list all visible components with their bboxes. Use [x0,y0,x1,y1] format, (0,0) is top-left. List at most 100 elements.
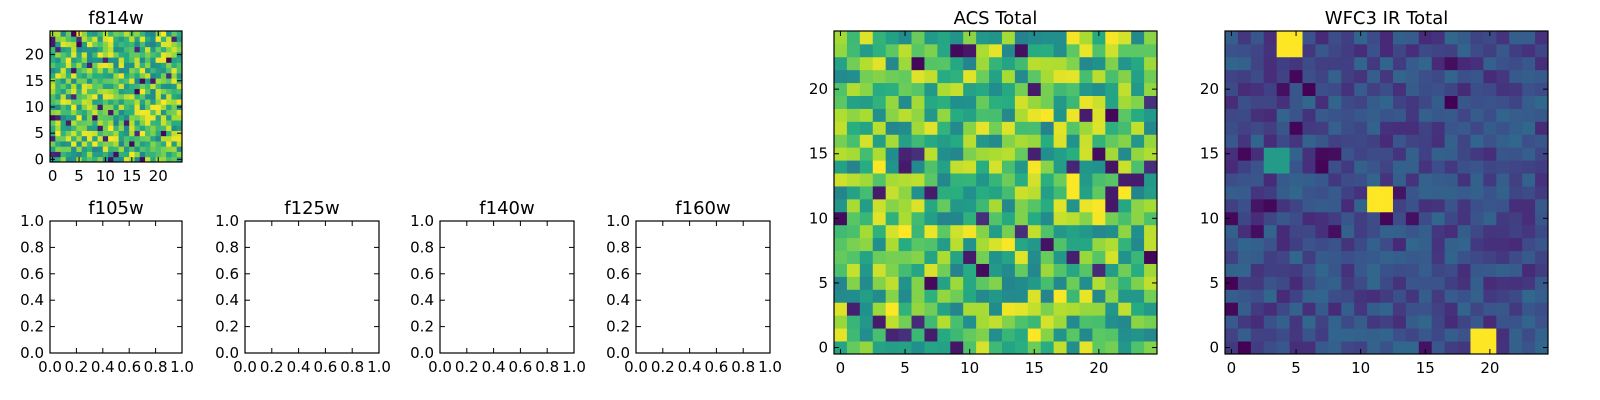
heatmap-cell [1131,160,1145,174]
heatmap-cell [102,151,109,158]
heatmap-cell [1392,302,1407,316]
heatmap-cell [950,121,964,135]
heatmap-cell [60,104,67,110]
heatmap-cell [898,147,912,161]
heatmap-cell [989,121,1003,135]
heatmap-cell [1276,95,1290,109]
heatmap-cell [55,141,61,147]
heatmap-cell [885,108,899,122]
heatmap-cell [139,151,146,158]
heatmap-cell [86,93,93,100]
heatmap-cell [1066,134,1080,148]
heatmap-cell [1418,341,1433,355]
heatmap-cell [1392,69,1407,84]
heatmap-cell [1289,211,1303,226]
heatmap-cell [1237,224,1252,239]
heatmap-cell [92,109,98,116]
heatmap-cell [176,46,183,53]
heatmap-cell [81,156,88,163]
heatmap-cell [108,156,114,163]
heatmap-cell [1066,173,1080,187]
heatmap-cell [911,328,925,342]
heatmap-cell [885,121,899,135]
heatmap-cell [1483,69,1497,84]
heatmap-cell [1289,121,1303,135]
heatmap-cell [963,302,977,316]
x-tick-label: 0.0 [38,358,62,376]
heatmap-cell [55,83,61,90]
heatmap-cell [1367,198,1381,213]
heatmap-cell [1289,302,1303,316]
heatmap-cell [65,151,72,158]
heatmap-cell [1250,56,1265,71]
heatmap-cell [1354,224,1368,239]
heatmap-cell [113,31,120,37]
heatmap-cell [1328,160,1342,174]
heatmap-cell [134,135,141,142]
heatmap-cell [1522,302,1536,316]
heatmap-cell [1001,43,1016,58]
heatmap-cell [1315,250,1329,264]
heatmap-cell [76,130,83,137]
heatmap-cell [145,104,151,110]
heatmap-cell [145,135,151,142]
heatmap-cell [989,186,1003,200]
heatmap-cell [1225,69,1239,84]
heatmap-cell [1457,134,1471,148]
heatmap-cell [108,57,114,63]
heatmap-cell [134,83,141,90]
heatmap-cell [160,99,167,105]
heatmap-cell [859,147,874,161]
heatmap-cell [963,211,977,226]
heatmap-cell [113,51,120,58]
heatmap-cell [989,95,1003,109]
heatmap-cell [976,43,990,58]
heatmap-cell [989,263,1003,277]
x-tick-label: 0.2 [64,358,88,376]
heatmap-cell [65,93,72,100]
heatmap-cell [924,121,938,135]
heatmap-cell [139,88,146,95]
heatmap-cell [1315,173,1329,187]
heatmap-cell [71,31,77,37]
heatmap-cell [166,109,172,116]
heatmap-cell [1405,263,1420,277]
heatmap-cell [1118,302,1132,316]
heatmap-cell [92,130,98,137]
heatmap-cell [1079,315,1093,329]
heatmap-cell [1131,69,1145,84]
y-tick-label: 0.0 [606,344,630,362]
heatmap-cell [97,99,104,105]
heatmap-cell [950,224,964,239]
heatmap-cell [1144,341,1158,355]
heatmap-cell [1014,31,1029,45]
heatmap-cell [1405,147,1420,161]
heatmap-cell [139,104,146,110]
heatmap-cell [1392,56,1407,71]
heatmap-cell [1118,108,1132,122]
heatmap-cell [1328,134,1342,148]
heatmap-cell [92,67,98,74]
heatmap-cell [1118,224,1132,239]
heatmap-cell [102,67,109,74]
heatmap-cell [171,46,178,53]
heatmap-cell [1457,108,1471,122]
heatmap-cell [1001,95,1016,109]
heatmap-cell [1483,56,1497,71]
heatmap-cell [1237,328,1252,342]
heatmap-cell [1225,341,1239,355]
heatmap-cell [1027,121,1042,135]
heatmap-cell [92,104,98,110]
heatmap-cell [1027,198,1042,213]
heatmap-cell [1470,211,1484,226]
heatmap-cell [976,31,990,45]
heatmap-cell [166,141,172,147]
heatmap-cell [1276,276,1290,290]
heatmap-cell [81,78,88,84]
heatmap-cell [1418,211,1433,226]
heatmap-cell [1328,95,1342,109]
heatmap-cell [834,31,848,45]
heatmap-cell [155,36,162,42]
heatmap-cell [71,88,77,95]
heatmap-cell [937,198,951,213]
